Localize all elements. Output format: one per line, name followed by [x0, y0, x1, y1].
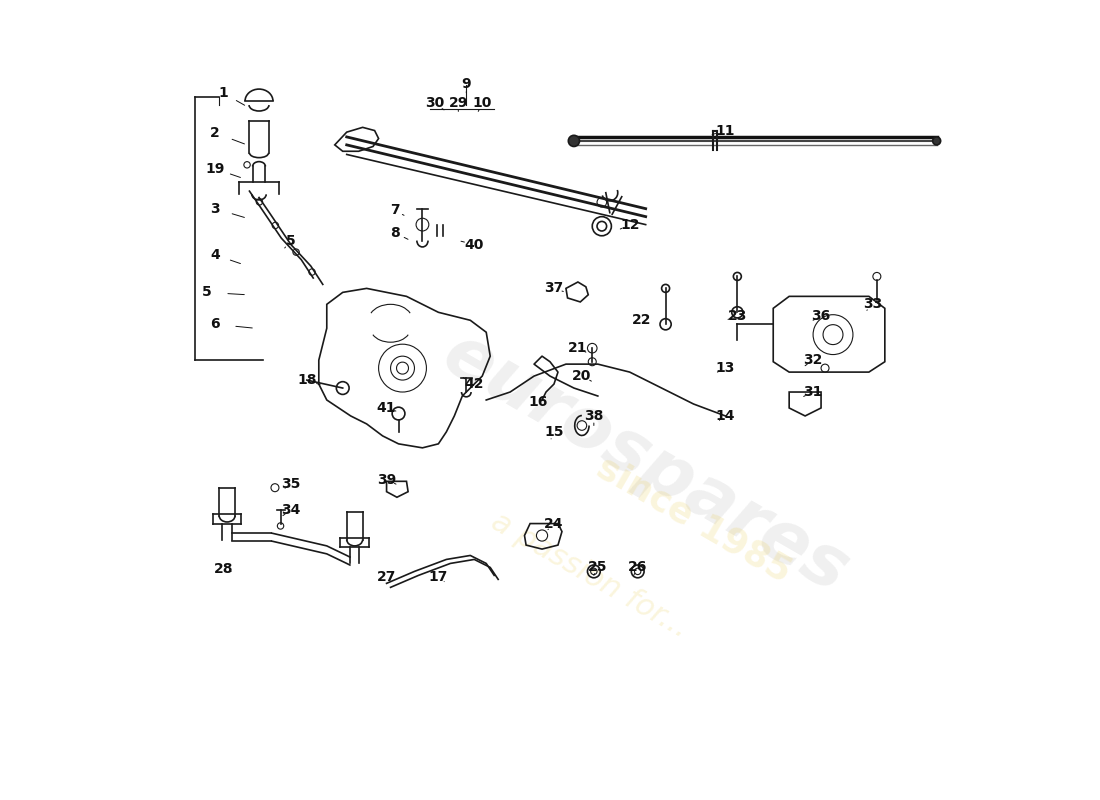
Text: 26: 26: [628, 561, 648, 574]
Text: 20: 20: [572, 369, 592, 383]
Text: 34: 34: [282, 503, 300, 517]
Text: 4: 4: [210, 248, 220, 262]
Text: since 1985: since 1985: [591, 450, 796, 589]
Text: 42: 42: [464, 377, 484, 391]
Text: 12: 12: [620, 218, 639, 232]
Text: 3: 3: [210, 202, 220, 216]
Text: 29: 29: [449, 97, 468, 110]
Text: 37: 37: [544, 282, 563, 295]
Text: 17: 17: [429, 570, 448, 584]
Text: 35: 35: [282, 477, 300, 490]
Text: 24: 24: [544, 517, 563, 530]
Text: 16: 16: [528, 394, 548, 409]
Text: 40: 40: [464, 238, 484, 251]
Text: 18: 18: [297, 373, 317, 387]
Text: 31: 31: [803, 385, 823, 399]
Text: 6: 6: [210, 318, 220, 331]
Text: 10: 10: [473, 97, 492, 110]
Text: 25: 25: [588, 561, 607, 574]
Text: 27: 27: [377, 570, 396, 584]
Text: 22: 22: [631, 314, 651, 327]
Text: 36: 36: [812, 310, 830, 323]
Text: 7: 7: [389, 203, 399, 218]
Text: 32: 32: [803, 353, 823, 367]
Text: 14: 14: [716, 409, 735, 423]
Text: 38: 38: [584, 409, 604, 423]
Text: 23: 23: [728, 310, 747, 323]
Text: 11: 11: [716, 123, 735, 138]
Text: 9: 9: [462, 77, 471, 90]
Text: 13: 13: [716, 361, 735, 375]
Circle shape: [569, 135, 580, 146]
Text: eurospares: eurospares: [430, 320, 860, 608]
Text: a passion for...: a passion for...: [486, 507, 694, 644]
Text: 5: 5: [286, 234, 296, 247]
Text: 30: 30: [425, 97, 444, 110]
Text: 2: 2: [210, 126, 220, 140]
Circle shape: [933, 137, 940, 145]
Text: 5: 5: [202, 286, 212, 299]
Text: 28: 28: [213, 562, 233, 576]
Text: 1: 1: [218, 86, 228, 100]
Text: 41: 41: [377, 401, 396, 415]
Text: 8: 8: [389, 226, 399, 239]
Text: 15: 15: [544, 425, 563, 439]
Text: 39: 39: [377, 473, 396, 486]
Text: 21: 21: [569, 341, 587, 355]
Text: 19: 19: [206, 162, 224, 176]
Text: 33: 33: [864, 298, 882, 311]
